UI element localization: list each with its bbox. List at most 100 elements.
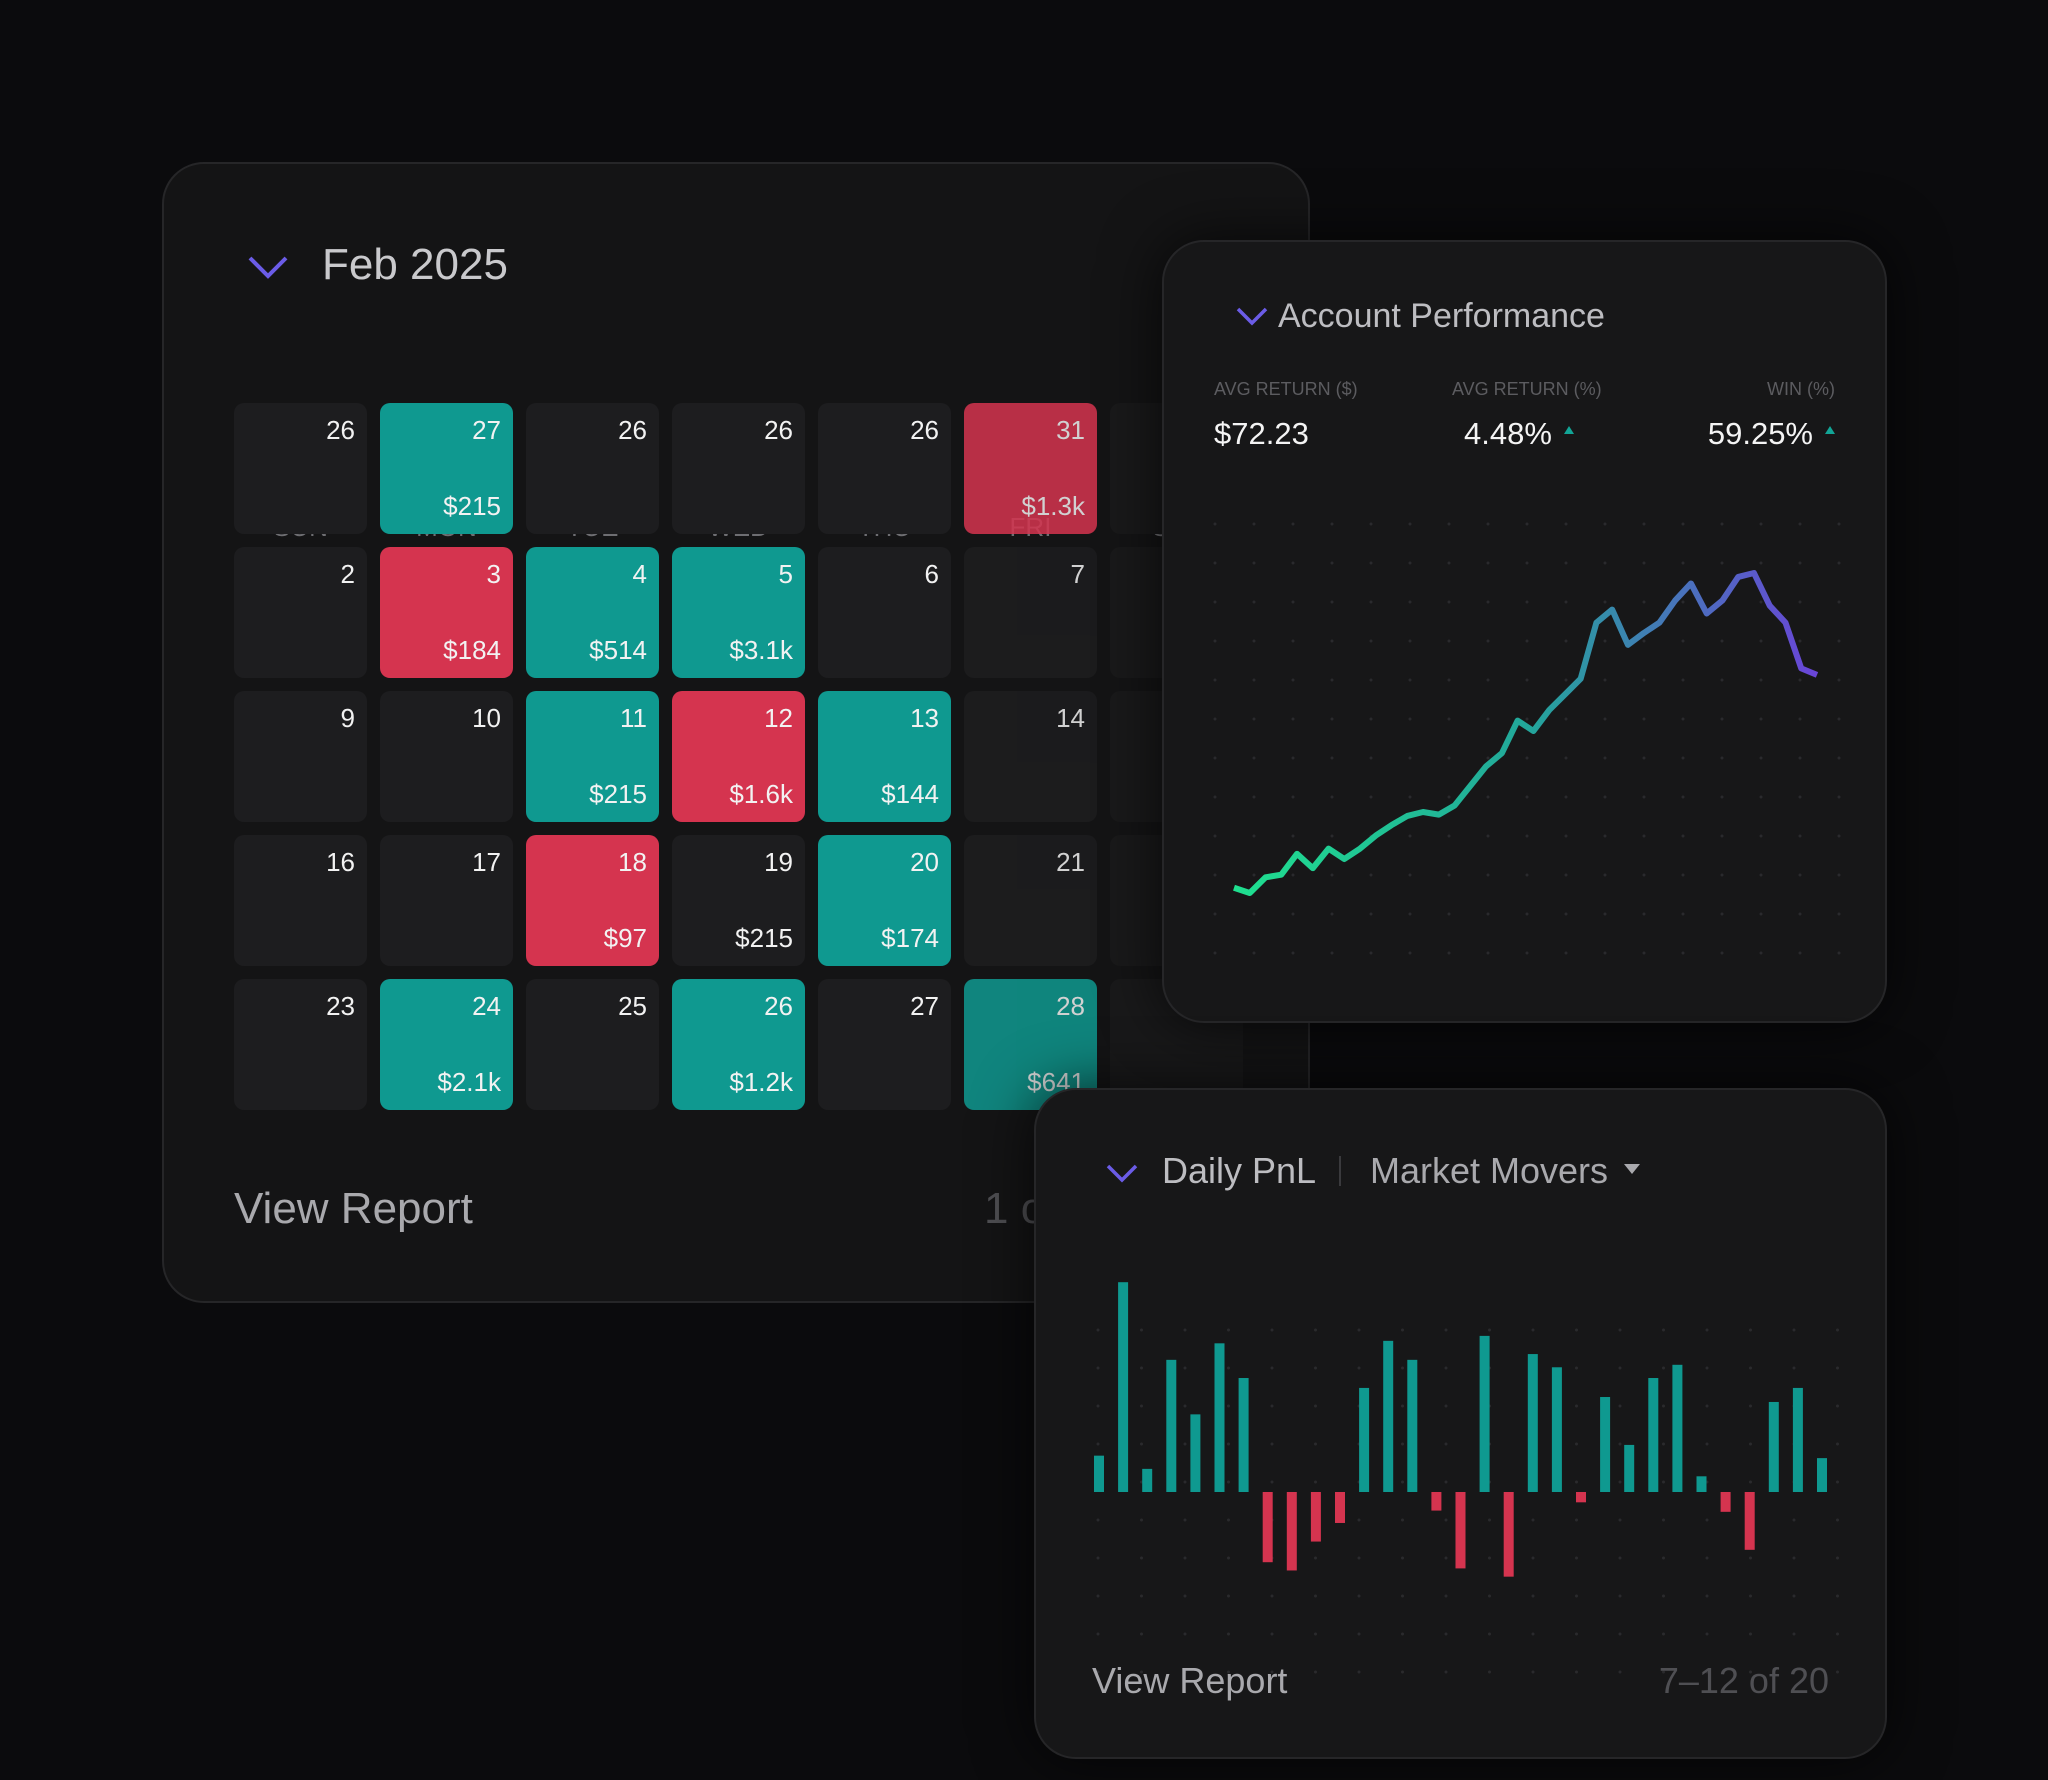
day-pnl: $1.3k (1021, 491, 1085, 521)
pnl-bar-loss[interactable] (1310, 1492, 1321, 1542)
pnl-bar-gain[interactable] (1190, 1414, 1201, 1492)
pnl-bar-loss[interactable] (1744, 1492, 1755, 1550)
chevron-down-icon[interactable] (246, 252, 290, 282)
pnl-bar-loss[interactable] (1455, 1492, 1466, 1569)
calendar-day-cell[interactable]: 4 $514 (526, 547, 659, 678)
calendar-day-cell[interactable]: 24 $2.1k (380, 979, 513, 1110)
grid-dot (1183, 1366, 1187, 1370)
grid-dot (1749, 1328, 1752, 1332)
grid-dot (1531, 1518, 1535, 1522)
pnl-bar-gain[interactable] (1166, 1359, 1177, 1492)
grid-dot (1291, 795, 1295, 799)
calendar-day-cell[interactable]: 16 (234, 835, 367, 966)
pnl-bar-gain[interactable] (1383, 1340, 1394, 1492)
calendar-day-cell[interactable]: 9 (234, 691, 367, 822)
calendar-day-cell[interactable]: 26 (818, 403, 951, 534)
grid-dot (1837, 951, 1841, 955)
calendar-day-cell[interactable]: 27 (818, 979, 951, 1110)
chevron-down-icon[interactable] (1105, 1162, 1139, 1184)
card-title: Daily PnL (1162, 1150, 1317, 1191)
pnl-bar-loss[interactable] (1720, 1492, 1731, 1512)
calendar-day-cell[interactable]: 23 (234, 979, 367, 1110)
grid-dot (1447, 873, 1451, 877)
calendar-day-cell[interactable]: 17 (380, 835, 513, 966)
grid-dot (1252, 678, 1256, 682)
calendar-day-cell[interactable]: 10 (380, 691, 513, 822)
grid-dot (1575, 1328, 1578, 1332)
pnl-bar-gain[interactable] (1792, 1387, 1803, 1492)
grid-dot (1314, 1632, 1317, 1636)
pnl-bar-gain[interactable] (1214, 1343, 1225, 1492)
pnl-bar-gain[interactable] (1696, 1476, 1707, 1492)
pnl-bar-gain[interactable] (1768, 1401, 1779, 1492)
pnl-bar-loss[interactable] (1262, 1492, 1273, 1563)
pnl-bar-gain[interactable] (1648, 1378, 1659, 1492)
pnl-bar-loss[interactable] (1576, 1492, 1586, 1503)
pnl-bar-gain[interactable] (1142, 1468, 1153, 1492)
calendar-day-cell[interactable]: 7 (964, 547, 1097, 678)
calendar-day-cell[interactable]: 3 $184 (380, 547, 513, 678)
day-number: 26 (764, 991, 793, 1021)
pnl-bar-gain[interactable] (1359, 1387, 1370, 1492)
pnl-bar-gain[interactable] (1094, 1455, 1104, 1492)
calendar-day-cell[interactable]: 5 $3.1k (672, 547, 805, 678)
calendar-day-cell[interactable]: 12 $1.6k (672, 691, 805, 822)
view-report-link[interactable]: View Report (1092, 1660, 1288, 1701)
pnl-bar-gain[interactable] (1407, 1359, 1418, 1492)
calendar-day-cell[interactable]: 31 $1.3k (964, 403, 1097, 534)
chevron-down-icon[interactable] (1235, 305, 1269, 327)
grid-dot (1140, 1556, 1143, 1560)
grid-dot (1314, 1328, 1317, 1332)
calendar-day-cell[interactable]: 2 (234, 547, 367, 678)
calendar-day-cell[interactable]: 6 (818, 547, 951, 678)
day-pnl: $97 (603, 923, 647, 953)
day-number: 23 (326, 991, 355, 1021)
pnl-bar-gain[interactable] (1600, 1397, 1611, 1492)
calendar-day-cell[interactable]: 20 $174 (818, 835, 951, 966)
calendar-day-cell[interactable]: 26 (672, 403, 805, 534)
day-number: 31 (1056, 415, 1085, 445)
grid-dot (1575, 1366, 1578, 1370)
grid-dot (1227, 1480, 1230, 1484)
grid-dot (1447, 561, 1451, 565)
calendar-day-cell[interactable]: 21 (964, 835, 1097, 966)
pnl-bar-loss[interactable] (1503, 1492, 1514, 1577)
grid-dot (1525, 639, 1529, 643)
performance-line (1233, 570, 1819, 896)
grid-dot (1401, 1594, 1404, 1598)
market-movers-dropdown[interactable]: Market Movers (1370, 1150, 1641, 1192)
grid-dot (1183, 1632, 1187, 1636)
grid-dot (1227, 1632, 1230, 1636)
calendar-day-cell[interactable]: 11 $215 (526, 691, 659, 822)
calendar-day-cell[interactable]: 26 (234, 403, 367, 534)
grid-dot (1488, 1518, 1491, 1522)
calendar-day-cell[interactable]: 27 $215 (380, 403, 513, 534)
calendar-day-cell[interactable]: 13 $144 (818, 691, 951, 822)
grid-dot (1140, 1670, 1143, 1674)
calendar-day-cell[interactable]: 19 $215 (672, 835, 805, 966)
grid-dot (1488, 1670, 1491, 1674)
pnl-bar-gain[interactable] (1118, 1282, 1129, 1492)
pnl-bar-gain[interactable] (1551, 1367, 1562, 1492)
pnl-bar-loss[interactable] (1431, 1492, 1442, 1511)
grid-dot (1401, 1480, 1404, 1484)
grid-dot (1444, 1404, 1448, 1408)
pnl-bar-loss[interactable] (1286, 1492, 1297, 1571)
grid-dot (1792, 1632, 1796, 1636)
pnl-bar-loss[interactable] (1335, 1492, 1345, 1523)
pnl-bar-gain[interactable] (1817, 1458, 1827, 1492)
pnl-bar-gain[interactable] (1624, 1444, 1635, 1492)
calendar-day-cell[interactable]: 26 $1.2k (672, 979, 805, 1110)
view-report-link[interactable]: View Report (234, 1184, 473, 1233)
calendar-day-cell[interactable]: 25 (526, 979, 659, 1110)
pnl-bar-gain[interactable] (1672, 1364, 1683, 1492)
calendar-day-cell[interactable]: 18 $97 (526, 835, 659, 966)
pnl-bar-gain[interactable] (1238, 1378, 1249, 1492)
pnl-bar-gain[interactable] (1527, 1354, 1538, 1492)
pnl-bar-gain[interactable] (1479, 1335, 1490, 1492)
calendar-day-cell[interactable]: 14 (964, 691, 1097, 822)
grid-dot (1681, 639, 1685, 643)
calendar-day-cell[interactable]: 26 (526, 403, 659, 534)
grid-dot (1401, 1366, 1404, 1370)
grid-dot (1486, 522, 1490, 526)
